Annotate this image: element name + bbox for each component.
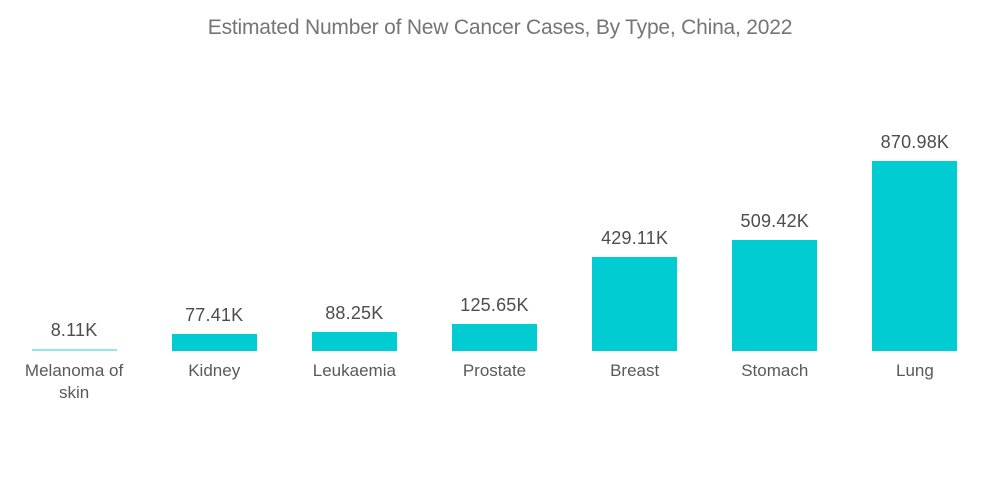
bar (31, 349, 117, 351)
bar-column-prostate: 125.65K (424, 71, 564, 351)
bar (732, 240, 818, 351)
bar (171, 334, 257, 351)
bar (872, 161, 958, 351)
category-label: Prostate (462, 361, 527, 380)
bar-column-lung: 870.98K (845, 71, 985, 351)
bar (451, 324, 537, 351)
value-label: 870.98K (880, 132, 950, 152)
category-label: Stomach (741, 361, 809, 380)
bar-column-kidney: 77.41K (144, 71, 284, 351)
category-label: Leukaemia (312, 361, 396, 380)
bar-column-melanoma: 8.11K (4, 71, 144, 351)
value-label: 88.25K (325, 303, 384, 323)
category-axis: Melanoma of skin Kidney Leukaemia Prosta… (4, 360, 985, 405)
chart-title: Estimated Number of New Cancer Cases, By… (207, 16, 793, 39)
category-label: Lung (896, 361, 934, 380)
bar-column-breast: 429.11K (565, 71, 705, 351)
plot-area: 8.11K 77.41K 88.25K 125.65K 429.11K 509.… (4, 71, 985, 351)
bar-column-leukaemia: 88.25K (284, 71, 424, 351)
category-label: Kidney (188, 361, 241, 380)
value-label: 8.11K (50, 320, 98, 340)
value-label: 77.41K (185, 305, 244, 325)
category-label: Melanoma of skin (24, 361, 124, 403)
bar (311, 332, 397, 351)
bar (592, 257, 678, 351)
bar-column-stomach: 509.42K (705, 71, 845, 351)
value-label: 125.65K (460, 295, 529, 315)
value-label: 429.11K (601, 228, 669, 248)
category-label: Breast (610, 361, 660, 380)
value-label: 509.42K (740, 211, 809, 231)
